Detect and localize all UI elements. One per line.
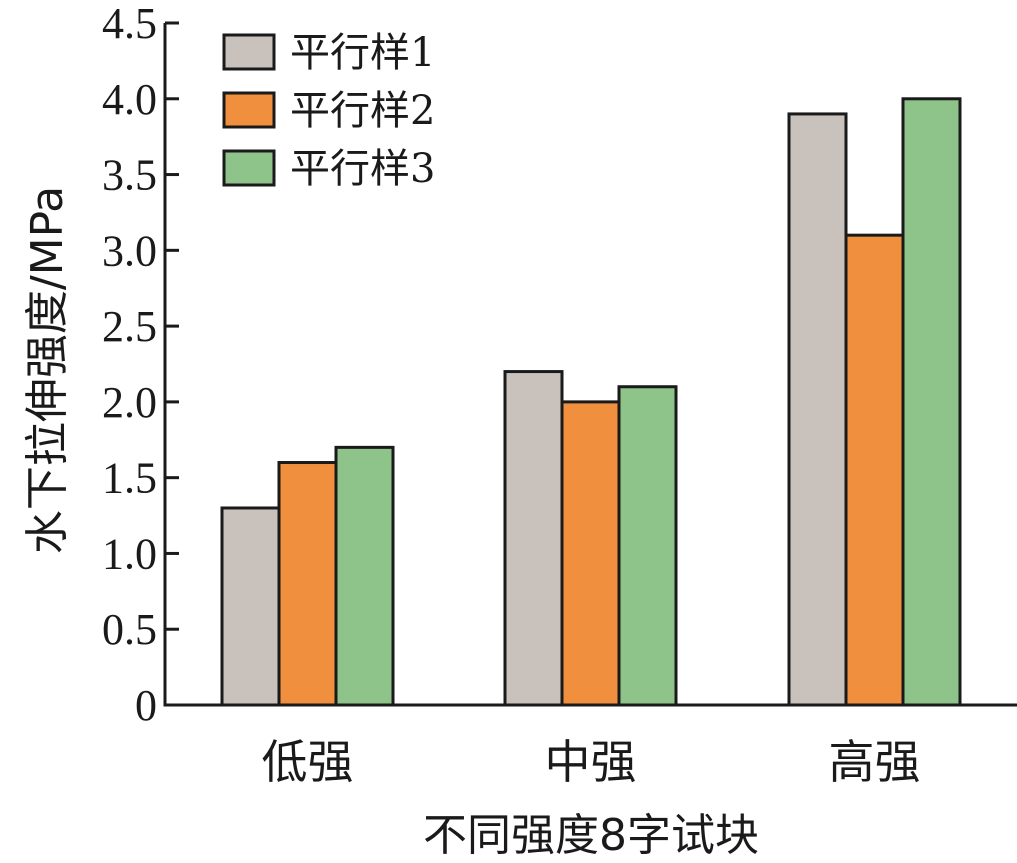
bar-2-3	[844, 233, 905, 707]
legend-swatch	[222, 149, 276, 187]
bar-3-2	[617, 385, 678, 707]
y-axis-ticks: 0 0.5 1.0 1.5 2.0 2.5 3.0 3.5 4.0 4.5	[102, 0, 179, 730]
x-axis-title: 不同强度8字试块	[423, 810, 759, 861]
y-tick-label: 2.0	[102, 378, 157, 427]
x-category-label: 低强	[262, 735, 354, 789]
bar-1-3	[787, 112, 848, 707]
y-tick-label: 4.5	[102, 0, 157, 48]
bar-1-1	[220, 506, 281, 707]
bar-3-1	[334, 445, 395, 707]
y-tick-label: 0	[135, 681, 157, 730]
y-tick-label: 1.0	[102, 529, 157, 578]
x-category-label: 高强	[829, 735, 921, 789]
bar-3-3	[901, 97, 962, 707]
y-tick-label: 3.0	[102, 226, 157, 275]
y-axis-title: 水下拉伸强度/MPa	[22, 186, 73, 554]
legend-label: 平行样1	[290, 30, 435, 76]
legend-label: 平行样2	[290, 88, 435, 134]
y-tick-label: 3.5	[102, 151, 157, 200]
legend: 平行样1 平行样2 平行样3	[222, 30, 435, 192]
x-category-label: 中强	[545, 735, 637, 789]
legend-label: 平行样3	[290, 146, 435, 192]
bar-2-1	[277, 461, 338, 707]
legend-swatch	[222, 91, 276, 129]
bar-1-2	[503, 370, 564, 707]
y-tick-label: 0.5	[102, 605, 157, 654]
y-tick-label: 1.5	[102, 454, 157, 503]
legend-swatch	[222, 33, 276, 71]
bar-2-2	[560, 400, 621, 707]
y-tick-label: 4.0	[102, 75, 157, 124]
x-axis-categories: 低强 中强 高强	[262, 735, 921, 789]
y-tick-label: 2.5	[102, 302, 157, 351]
